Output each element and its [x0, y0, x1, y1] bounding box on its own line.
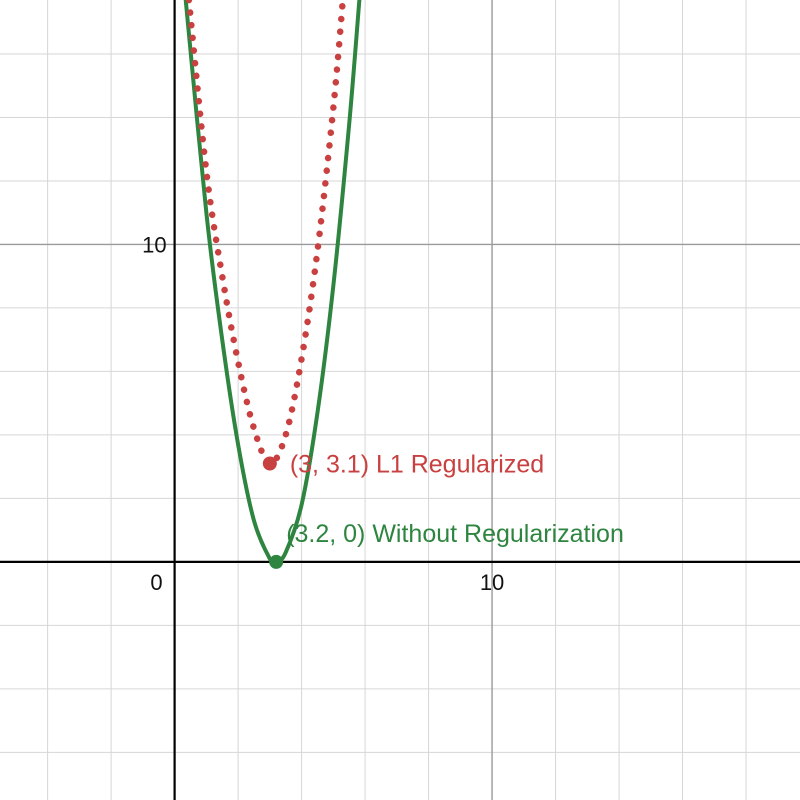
origin-tick-label: 0	[150, 570, 162, 595]
y-tick-label-10: 10	[142, 232, 166, 257]
series-layer	[183, 0, 362, 566]
unregularized-point-label: (3.2, 0) Without Regularization	[286, 520, 624, 548]
unregularized-point	[269, 554, 284, 569]
unregularized-curve	[183, 0, 362, 566]
x-tick-label-10: 10	[480, 570, 504, 595]
l1-regularized-point-label: (3, 3.1) L1 Regularized	[290, 450, 544, 478]
labels-layer: 0 10 10 (3, 3.1) L1 Regularized (3.2, 0)…	[142, 232, 624, 594]
l1-regularized-point	[262, 456, 277, 471]
points-layer	[262, 456, 284, 569]
